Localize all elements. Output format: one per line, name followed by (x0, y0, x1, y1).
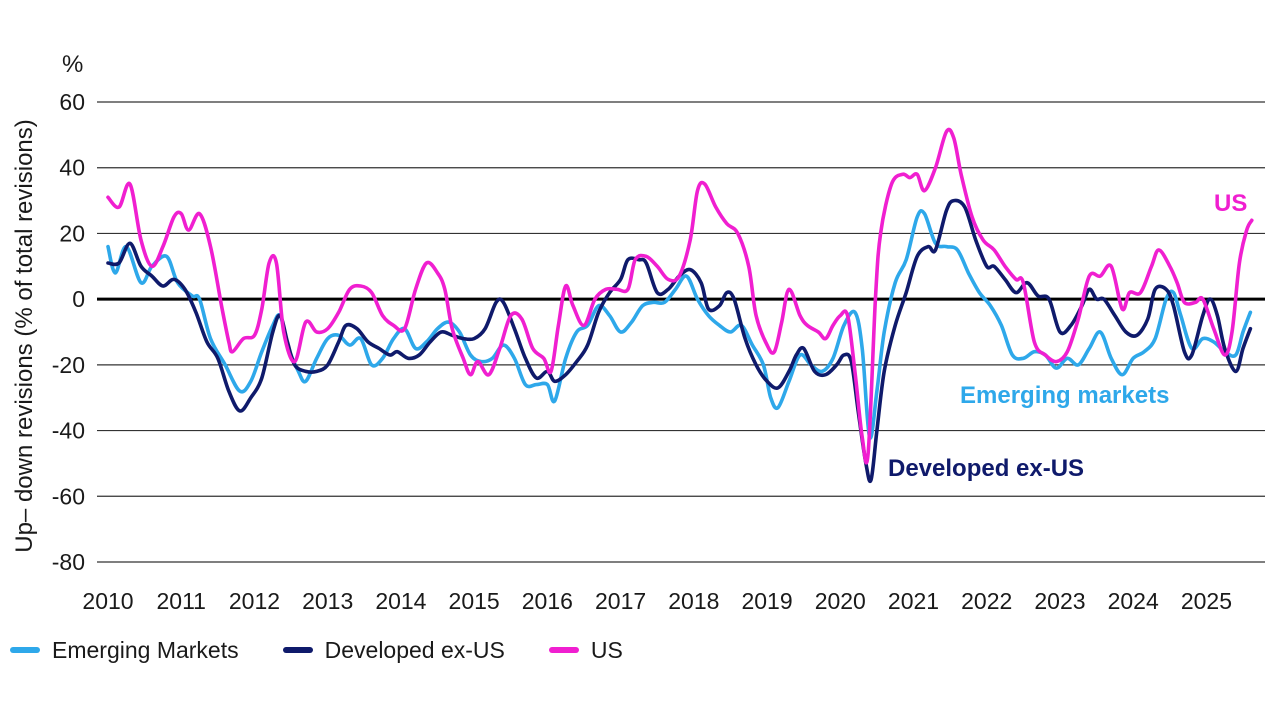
x-axis-ticks: 2010 2011 2012 2013 2014 2015 2016 2017 2018 2019… (82, 588, 1232, 614)
x-tick-label: 2020 (815, 588, 866, 614)
legend-label-developed-ex-us: Developed ex-US (324, 636, 505, 663)
legend-item-emerging-markets[interactable]: Emerging Markets (10, 637, 239, 664)
legend: Emerging Markets Developed ex-US US (10, 634, 667, 666)
x-tick-label: 2013 (302, 588, 353, 614)
x-tick-label: 2010 (82, 588, 133, 614)
x-tick-label: 2016 (522, 588, 573, 614)
x-tick-label: 2015 (449, 588, 500, 614)
gridlines (97, 101, 1265, 563)
legend-swatch-us (548, 647, 579, 653)
y-axis-ticks: 60 40 20 0 -20 -40 -60 -80 (52, 89, 85, 575)
legend-item-developed-ex-us[interactable]: Developed ex-US (282, 636, 505, 664)
x-tick-label: 2014 (375, 588, 426, 614)
x-tick-label: 2011 (156, 588, 205, 614)
y-axis-title: Up– down revisions (% of total revisions… (11, 119, 38, 553)
legend-label-us: US (590, 636, 623, 663)
y-tick-label: -40 (52, 418, 85, 444)
y-tick-label: -80 (52, 549, 85, 575)
x-tick-label: 2012 (229, 588, 280, 614)
x-tick-label: 2018 (668, 588, 719, 614)
y-tick-label: 60 (59, 89, 85, 115)
series-line-developed-ex-us (106, 198, 1253, 483)
annotation-emerging-markets: Emerging markets (960, 382, 1169, 409)
series-lines (106, 127, 1254, 483)
y-tick-label: 20 (59, 220, 85, 246)
x-tick-label: 2023 (1034, 588, 1085, 614)
series-annotations: Emerging markets Developed ex-US US (888, 190, 1247, 482)
y-tick-label: -60 (52, 483, 85, 509)
legend-swatch-developed-ex-us (282, 647, 313, 653)
x-tick-label: 2024 (1108, 588, 1159, 614)
legend-label-emerging-markets: Emerging Markets (52, 636, 239, 663)
series-line-emerging-markets (106, 208, 1253, 440)
x-tick-label: 2019 (741, 588, 792, 614)
x-tick-label: 2022 (961, 588, 1012, 614)
annotation-developed-ex-us: Developed ex-US (888, 455, 1084, 482)
x-tick-label: 2017 (595, 588, 646, 614)
annotation-us: US (1214, 190, 1247, 217)
y-tick-label: -20 (52, 352, 85, 378)
legend-swatch-emerging-markets (10, 647, 40, 653)
legend-item-us[interactable]: US (548, 636, 623, 664)
x-tick-label: 2021 (888, 588, 939, 614)
y-tick-label: 0 (72, 286, 85, 312)
y-unit-label: % (62, 51, 83, 78)
y-tick-label: 40 (59, 155, 85, 181)
series-line-us (106, 127, 1254, 465)
x-tick-label: 2025 (1181, 588, 1232, 614)
